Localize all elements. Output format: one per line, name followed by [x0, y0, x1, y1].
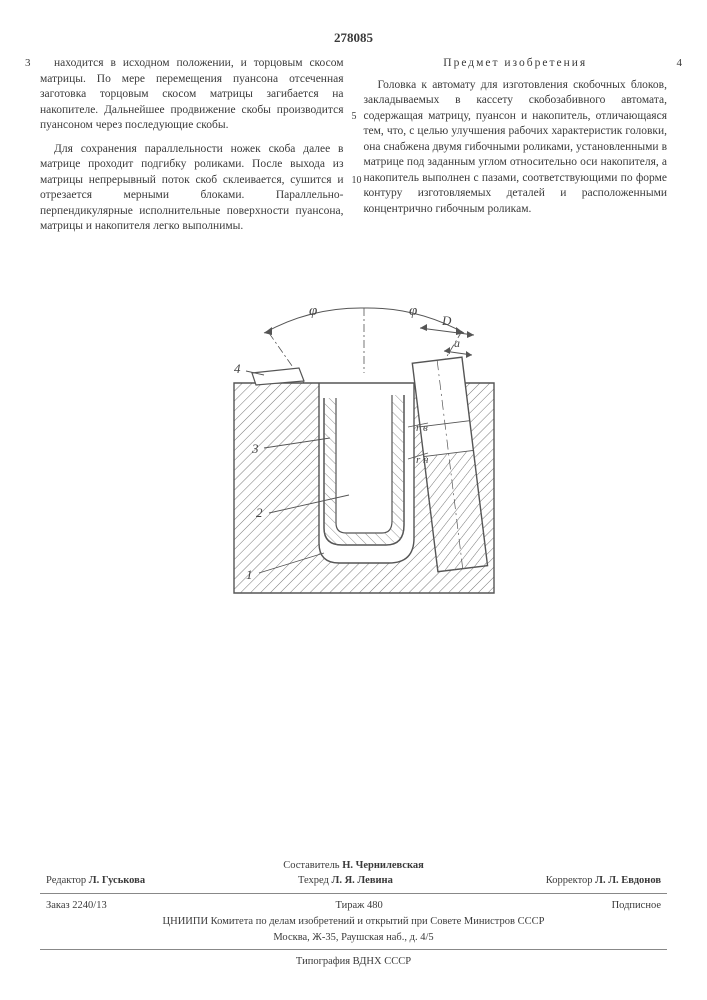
left-para-1: находится в исходном положении, и торцов…	[40, 56, 344, 134]
technical-drawing: φ φ D a	[164, 273, 544, 603]
printer-line: Типография ВДНХ СССР	[40, 954, 667, 970]
right-column: 4 Предмет изобретения 5 10 Головка к авт…	[364, 56, 668, 243]
left-para-2: Для сохранения параллельности ножек скоб…	[40, 142, 344, 235]
ref-1: 1	[246, 567, 253, 582]
address-line: Москва, Ж-35, Раушская наб., д. 4/5	[40, 930, 667, 946]
dim-a: a	[454, 336, 460, 350]
org-line: ЦНИИПИ Комитета по делам изобретений и о…	[40, 914, 667, 930]
figure-wrap: φ φ D a	[40, 273, 667, 608]
footer: Составитель Н. Чернилевская Редактор Л. …	[40, 858, 667, 971]
phi-label-2: φ	[409, 303, 417, 319]
patent-number: 278085	[40, 30, 667, 46]
line-marker-10: 10	[352, 174, 362, 188]
phi-label-1: φ	[309, 303, 317, 319]
order: Заказ 2240/13	[46, 898, 107, 914]
subscription: Подписное	[612, 898, 661, 914]
tech-editor: Техред Л. Я. Левина	[298, 873, 393, 889]
editor: Редактор Л. Гуськова	[46, 873, 145, 889]
compiler-line: Составитель Н. Чернилевская	[40, 858, 667, 874]
ref-2: 2	[256, 505, 263, 520]
circulation: Тираж 480	[335, 898, 382, 914]
print-row: Заказ 2240/13 Тираж 480 Подписное	[40, 898, 667, 914]
left-column: 3 находится в исходном положении, и торц…	[40, 56, 344, 243]
right-para-1: Головка к автомату для изготовления скоб…	[364, 78, 668, 218]
divider-2	[40, 949, 667, 950]
corrector: Корректор Л. Л. Евдонов	[546, 873, 661, 889]
credits-row: Редактор Л. Гуськова Техред Л. Я. Левина…	[40, 873, 667, 889]
line-marker-5: 5	[352, 110, 357, 124]
claims-title: Предмет изобретения	[364, 56, 668, 72]
col-number-left: 3	[25, 56, 31, 71]
ref-3: 3	[251, 441, 259, 456]
dim-D: D	[441, 313, 452, 328]
col-number-right: 4	[677, 56, 683, 71]
divider-1	[40, 893, 667, 894]
ref-4: 4	[234, 361, 241, 376]
text-columns: 3 находится в исходном положении, и торц…	[40, 56, 667, 243]
